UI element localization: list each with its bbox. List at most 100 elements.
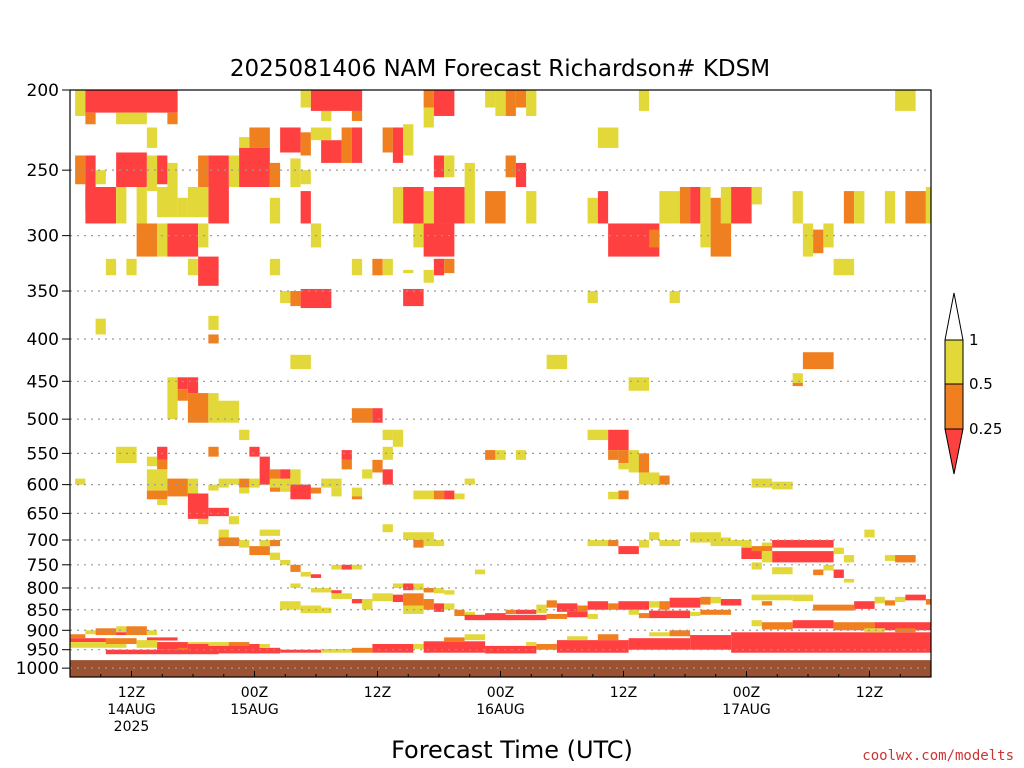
ri-cell: [515, 609, 537, 614]
ri-cell: [259, 540, 270, 547]
x-tick-label: 12Z: [118, 685, 145, 701]
ri-cell: [269, 258, 281, 276]
ri-cell: [290, 564, 301, 572]
y-tick-label: 500: [27, 410, 59, 430]
ri-cell: [310, 90, 363, 111]
ri-cell: [177, 197, 188, 218]
ri-cell: [85, 112, 96, 125]
heatmap-cells: [70, 90, 931, 655]
ri-cell: [218, 478, 229, 488]
ri-cell: [536, 643, 557, 650]
ri-cell: [280, 487, 291, 492]
ri-cell: [136, 223, 158, 257]
ri-cell: [187, 393, 209, 423]
ri-cell: [690, 532, 721, 543]
ri-cell: [331, 564, 342, 570]
ri-cell: [372, 593, 393, 602]
ri-cell: [105, 649, 219, 655]
ri-cell: [444, 603, 455, 610]
ri-cell: [464, 614, 547, 621]
ri-cell: [136, 640, 158, 648]
y-tick-label: 900: [27, 621, 59, 641]
ri-cell: [198, 518, 209, 525]
ri-cell: [259, 529, 281, 536]
ri-cell: [269, 197, 281, 224]
ri-cell: [136, 186, 147, 224]
ri-cell: [772, 567, 793, 575]
ri-cell: [249, 647, 281, 654]
ri-cell: [864, 628, 885, 633]
ri-cell: [505, 90, 516, 116]
ri-cell: [423, 223, 455, 257]
ri-cell: [351, 647, 373, 653]
ri-cell: [341, 450, 352, 460]
ri-cell: [649, 532, 660, 541]
ri-cell: [351, 496, 363, 500]
ri-cell: [382, 469, 393, 485]
ri-cell: [105, 258, 117, 276]
ri-cell: [495, 90, 506, 116]
y-tick-label: 200: [27, 81, 59, 101]
ri-cell: [608, 491, 619, 500]
x-tick-label: 00Z: [733, 685, 760, 701]
colorbar-orange: [944, 383, 964, 430]
ri-cell: [239, 478, 250, 488]
ri-cell: [382, 524, 393, 533]
ri-cell: [751, 478, 773, 488]
ri-cell: [761, 622, 793, 630]
ri-cell: [854, 191, 865, 224]
ri-cell: [659, 540, 680, 547]
ri-cell: [628, 609, 639, 615]
ri-cell: [403, 593, 424, 606]
ri-cell: [567, 611, 588, 618]
ri-cell: [454, 493, 465, 500]
ri-cell: [843, 191, 855, 224]
ri-cell: [874, 596, 885, 604]
ri-cell: [341, 127, 352, 163]
ri-cell: [526, 642, 537, 646]
y-tick-label: 250: [27, 161, 59, 181]
ri-cell: [413, 540, 424, 548]
ri-cell: [608, 429, 629, 451]
ri-cell: [433, 490, 445, 500]
ri-cell: [536, 604, 547, 614]
ri-cell: [485, 450, 496, 460]
ri-cell: [239, 137, 250, 153]
ri-cell: [802, 223, 814, 257]
ri-cell: [208, 315, 219, 330]
ri-cell: [659, 191, 680, 224]
ri-cell: [546, 600, 557, 608]
ri-cell: [884, 600, 896, 606]
ri-cell: [792, 382, 803, 387]
ri-cell: [95, 628, 117, 636]
ri-cell: [444, 155, 455, 178]
ri-cell: [413, 643, 424, 649]
ri-cell: [157, 459, 168, 470]
ri-cell: [392, 186, 404, 224]
ri-cell: [464, 186, 475, 224]
ri-cell: [116, 632, 127, 636]
y-tick-label: 750: [27, 556, 59, 576]
ri-cell: [403, 532, 434, 541]
ri-cell: [597, 191, 609, 224]
credit-link[interactable]: coolwx.com/modelts: [862, 748, 1014, 764]
y-tick-label: 650: [27, 504, 59, 524]
ri-cell: [895, 628, 916, 633]
ri-cell: [310, 487, 322, 494]
ri-cell: [198, 155, 209, 187]
ri-cell: [423, 599, 434, 610]
ri-cell: [310, 127, 332, 141]
ri-cell: [710, 596, 721, 604]
colorbar-top-arrow: [944, 292, 964, 341]
ri-cell: [116, 446, 137, 464]
ri-cell: [618, 450, 629, 464]
ri-cell: [280, 469, 291, 485]
ri-cell: [874, 622, 931, 631]
ri-cell: [208, 507, 229, 517]
ri-cell: [146, 155, 158, 192]
ri-cell: [403, 124, 414, 156]
ri-cell: [321, 140, 342, 163]
ri-cell: [280, 291, 291, 304]
ri-cell: [249, 446, 260, 457]
ri-cell: [444, 258, 455, 274]
